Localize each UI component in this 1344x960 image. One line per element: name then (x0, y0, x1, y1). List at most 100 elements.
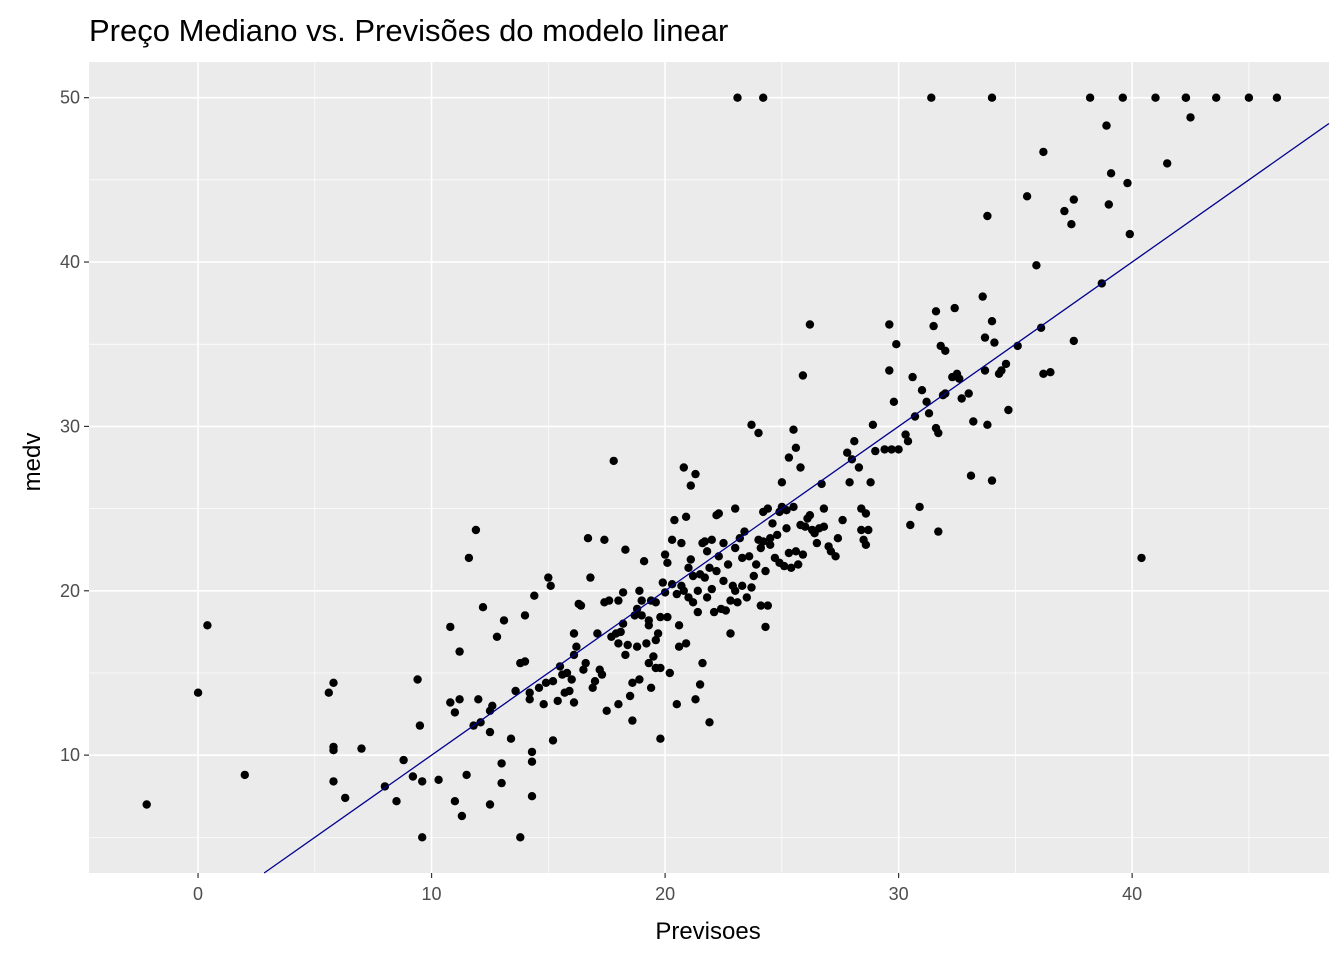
data-point (941, 346, 950, 355)
data-point (593, 629, 602, 638)
data-point (686, 555, 695, 564)
data-point (987, 317, 997, 326)
data-point (614, 700, 623, 709)
data-point (1069, 195, 1079, 204)
data-point (752, 560, 761, 569)
data-point (329, 678, 338, 687)
data-point (950, 303, 959, 313)
data-point (497, 759, 506, 768)
data-point (924, 409, 934, 418)
data-point (572, 642, 581, 651)
data-point (987, 93, 997, 102)
data-point (794, 560, 803, 569)
data-point (983, 211, 992, 221)
data-point (670, 515, 679, 525)
data-point (614, 596, 623, 605)
data-point (927, 93, 936, 102)
data-point (763, 504, 772, 513)
data-point (1212, 93, 1221, 102)
data-point (709, 607, 719, 617)
data-point (955, 374, 964, 383)
data-point (667, 580, 677, 589)
data-point (871, 446, 880, 456)
data-point (719, 576, 728, 586)
plot-panel (89, 62, 1329, 873)
data-point (787, 563, 796, 572)
data-point (588, 683, 597, 692)
x-tick-label: 30 (889, 884, 909, 904)
data-point (476, 718, 485, 727)
data-point (663, 612, 672, 622)
data-point (632, 642, 642, 651)
data-point (686, 481, 695, 490)
data-point (688, 571, 698, 581)
data-point (922, 397, 931, 406)
data-point (915, 502, 924, 512)
data-point (964, 389, 973, 398)
data-point (625, 691, 635, 701)
data-point (857, 525, 866, 535)
y-tick-label: 10 (60, 745, 80, 765)
data-point (516, 833, 525, 842)
data-point (392, 797, 401, 806)
data-point (649, 652, 658, 661)
data-point (677, 538, 686, 548)
data-point (539, 700, 548, 709)
data-point (801, 522, 810, 531)
data-point (614, 639, 623, 648)
data-point (966, 471, 976, 480)
data-point (910, 412, 920, 421)
data-point (784, 453, 794, 462)
x-tick-label: 40 (1122, 884, 1142, 904)
data-point (464, 553, 474, 563)
data-point (1036, 323, 1046, 332)
data-point (642, 639, 651, 648)
data-point (843, 448, 852, 457)
data-point (637, 596, 646, 605)
data-point (193, 688, 203, 697)
data-point (885, 320, 894, 329)
data-point (702, 593, 712, 602)
data-point (462, 770, 471, 780)
data-point (747, 583, 756, 592)
data-point (866, 478, 875, 487)
data-point (1022, 192, 1032, 201)
data-point (934, 428, 943, 438)
y-tick-label: 30 (60, 416, 80, 436)
data-point (903, 437, 913, 446)
data-point (672, 700, 681, 709)
data-point (1039, 147, 1048, 157)
data-point (656, 612, 665, 622)
data-point (450, 797, 460, 806)
x-axis-title: Previsoes (655, 918, 760, 945)
data-point (616, 627, 625, 637)
data-point (796, 463, 805, 472)
panel-background (89, 62, 1329, 873)
data-point (1181, 93, 1191, 102)
data-point (980, 366, 990, 375)
data-point (660, 588, 670, 597)
data-point (656, 734, 665, 743)
data-point (380, 782, 390, 791)
data-point (693, 607, 702, 617)
data-point (562, 668, 572, 678)
data-point (415, 721, 425, 730)
data-point (474, 695, 483, 704)
data-point (908, 372, 917, 382)
data-point (688, 598, 698, 607)
data-point (527, 747, 537, 757)
data-point (488, 701, 497, 710)
data-point (1102, 121, 1111, 130)
data-point (499, 616, 509, 625)
data-point (457, 811, 467, 821)
data-point (604, 596, 614, 605)
data-point (455, 695, 464, 704)
data-point (660, 550, 670, 559)
data-point (978, 292, 987, 301)
data-point (1004, 405, 1013, 415)
data-point (1125, 229, 1135, 239)
data-point (726, 596, 735, 605)
data-point (485, 727, 495, 737)
data-point (525, 688, 534, 697)
x-tick-label: 0 (193, 884, 203, 904)
